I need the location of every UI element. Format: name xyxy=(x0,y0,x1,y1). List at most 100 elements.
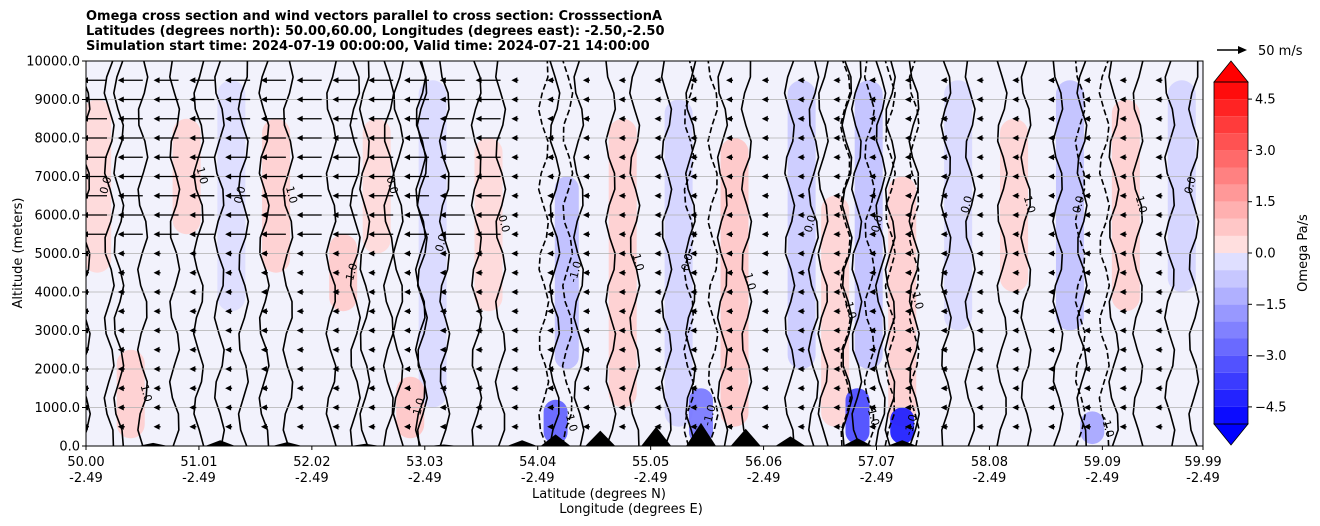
wind-vector xyxy=(761,404,769,411)
wind-vector xyxy=(225,115,251,122)
wind-vector-head xyxy=(547,404,554,411)
wind-vector-head xyxy=(404,192,411,199)
wind-vector-head xyxy=(475,192,482,199)
wind-vector xyxy=(296,96,322,103)
wind-vector-head xyxy=(940,327,947,334)
wind-vector-head xyxy=(1012,327,1019,334)
wind-vector-head xyxy=(940,423,947,430)
wind-vector-head xyxy=(225,327,232,334)
wind-vector xyxy=(582,173,590,180)
wind-vector-head xyxy=(833,77,840,84)
wind-vector-head xyxy=(547,385,554,392)
wind-vector-head xyxy=(153,366,160,372)
wind-vector xyxy=(582,385,590,392)
wind-vector xyxy=(368,231,394,238)
wind-vector xyxy=(618,231,626,238)
wind-vector xyxy=(1119,96,1127,103)
wind-vector xyxy=(904,327,912,334)
colorbar-segment xyxy=(1214,338,1248,356)
wind-vector xyxy=(439,269,447,276)
wind-vector xyxy=(1119,154,1127,161)
wind-vector xyxy=(582,404,590,411)
wind-vector xyxy=(797,327,805,334)
wind-vector xyxy=(511,366,519,372)
wind-vector-head xyxy=(797,192,804,199)
wind-vector xyxy=(940,173,948,180)
wind-vector-head xyxy=(1155,250,1162,257)
wind-vector xyxy=(940,77,948,84)
wind-vector-head xyxy=(690,327,697,334)
wind-vector-head xyxy=(1083,327,1090,334)
wind-vector xyxy=(439,115,465,122)
wind-vector xyxy=(1048,269,1056,276)
wind-vector xyxy=(940,366,948,372)
wind-vector-head xyxy=(296,115,303,122)
wind-vector xyxy=(547,269,555,276)
wind-vector xyxy=(475,96,501,103)
wind-vector-head xyxy=(296,423,303,430)
wind-vector xyxy=(404,366,412,372)
wind-vector xyxy=(117,385,125,392)
wind-vector-head xyxy=(1119,346,1126,353)
wind-vector xyxy=(225,250,233,257)
wind-vector-head xyxy=(654,308,661,315)
wind-vector xyxy=(797,115,805,122)
omega-cell xyxy=(554,176,579,369)
wind-vector xyxy=(547,212,555,218)
wind-vector xyxy=(904,346,912,353)
wind-vector-head xyxy=(1083,385,1090,392)
wind-vector-head xyxy=(260,404,267,411)
wind-vector xyxy=(654,308,662,315)
wind-vector xyxy=(296,135,322,141)
wind-vector-head xyxy=(726,173,733,180)
wind-vector-head xyxy=(618,327,625,334)
wind-vector xyxy=(1083,77,1091,84)
wind-vector xyxy=(618,212,626,218)
wind-vector-head xyxy=(797,385,804,392)
wind-vector-head xyxy=(1155,423,1162,430)
contour-label: 1.0 xyxy=(193,165,210,185)
wind-vector xyxy=(153,289,161,295)
x-tick-label-longitude: -2.49 xyxy=(1186,471,1220,486)
wind-vector xyxy=(547,192,555,199)
wind-vector-head xyxy=(1012,423,1019,430)
wind-vector-head xyxy=(726,327,733,334)
wind-vector xyxy=(117,346,125,353)
wind-vector-head xyxy=(797,154,804,161)
wind-vector-head xyxy=(511,154,518,161)
wind-vector-head xyxy=(189,308,196,315)
wind-vector xyxy=(618,308,626,315)
wind-vector xyxy=(1048,135,1056,141)
wind-vector xyxy=(1048,77,1056,84)
wind-vector-head xyxy=(368,423,375,430)
wind-vector-head xyxy=(439,135,446,141)
x-tick-label-latitude: 57.07 xyxy=(858,455,895,470)
wind-vector-head xyxy=(761,327,768,334)
wind-vector xyxy=(654,250,662,257)
wind-vector xyxy=(368,154,394,161)
contour-label: 1.0 xyxy=(1021,194,1038,214)
wind-vector xyxy=(690,327,698,334)
wind-vector xyxy=(1155,231,1163,238)
wind-vector xyxy=(511,77,519,84)
wind-vector-head xyxy=(761,366,768,372)
wind-vector-head xyxy=(547,192,554,199)
wind-vector xyxy=(225,77,251,84)
wind-vector xyxy=(654,423,662,430)
wind-vector xyxy=(1083,269,1091,276)
wind-vector xyxy=(976,96,984,103)
wind-vector xyxy=(1048,154,1056,161)
wind-vector xyxy=(332,250,340,257)
wind-vector-head xyxy=(86,154,88,161)
wind-vector-head xyxy=(690,250,697,257)
wind-vector xyxy=(404,250,412,257)
wind-vector xyxy=(761,173,769,180)
wind-vector xyxy=(833,135,841,141)
wind-vector-head xyxy=(225,423,232,430)
wind-vector xyxy=(618,366,626,372)
wind-vector xyxy=(1119,212,1127,218)
wind-vector-head xyxy=(582,269,589,276)
wind-vector-head xyxy=(1083,192,1090,199)
wind-vector xyxy=(654,385,662,392)
x-tick-label-latitude: 56.06 xyxy=(745,455,782,470)
